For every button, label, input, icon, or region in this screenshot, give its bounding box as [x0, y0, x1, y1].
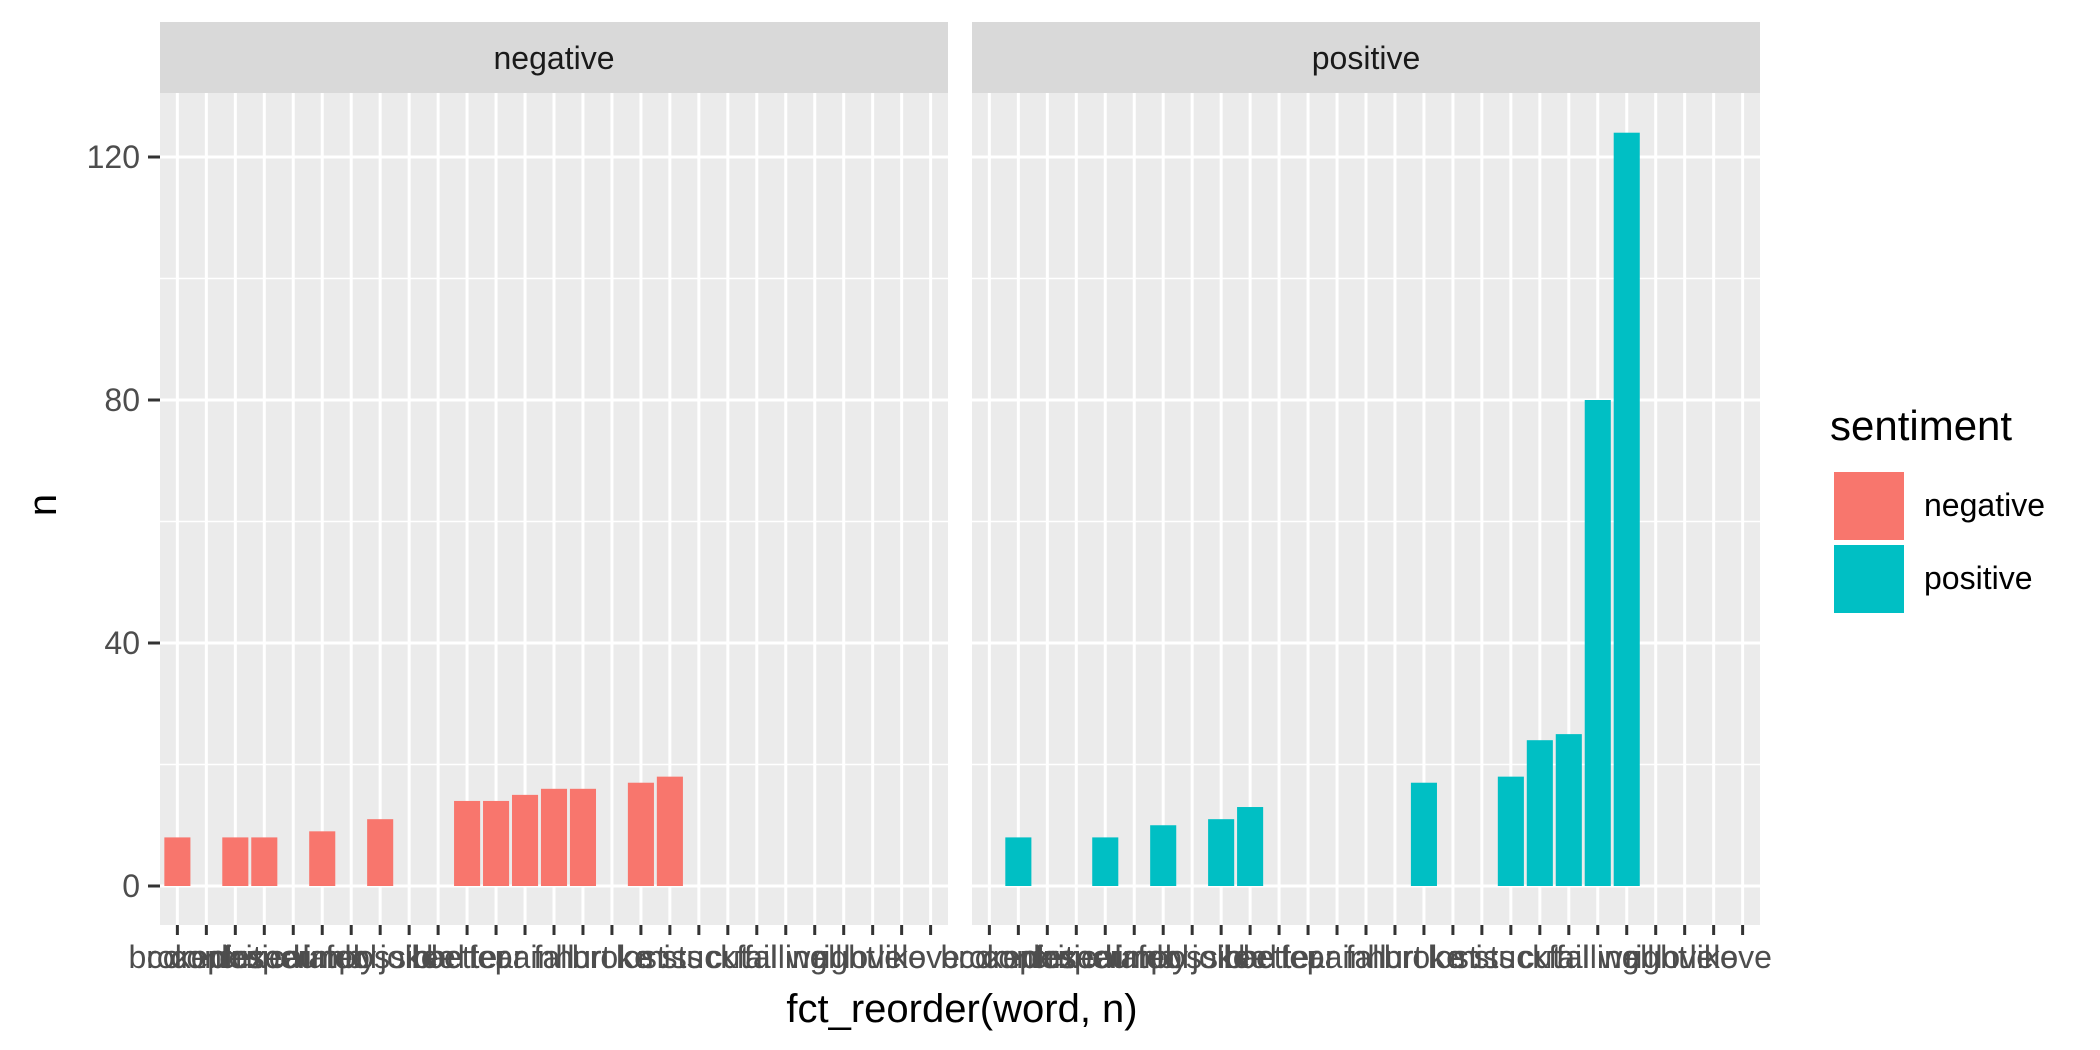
x-tick-label: broke [1384, 939, 1464, 975]
x-tick-label: pain [1307, 939, 1368, 975]
chart-panels: negative positive [160, 22, 1760, 925]
x-tick-label: love [1655, 939, 1714, 975]
x-tick-label: hurt [1367, 939, 1422, 975]
x-tick-label: desperately [1023, 939, 1188, 975]
bar-positive-falling [1584, 400, 1611, 886]
x-tick-label: love [1713, 939, 1772, 975]
x-tick-label: well [786, 939, 842, 975]
bar-negative-critical [251, 837, 278, 886]
x-tick-label: complex [959, 939, 1078, 975]
x-tick-label: dumb [282, 939, 362, 975]
x-tick-label: cut [706, 939, 749, 975]
x-tick-label: better [426, 939, 508, 975]
x-tick-label: lost [1428, 939, 1478, 975]
bar-positive-fail [1555, 734, 1582, 886]
x-tick-label: broke [572, 939, 652, 975]
x-tick-label: broken [128, 939, 226, 975]
bar-positive-joke [1208, 819, 1235, 886]
x-tick-label: dumb [1094, 939, 1174, 975]
x-tick-label: falling [744, 939, 828, 975]
x-tick-label: right [1625, 939, 1687, 975]
x-tick-label: stuck [1474, 939, 1550, 975]
legend-label-negative: negative [1924, 487, 2045, 523]
x-tick-label: confused [170, 939, 300, 975]
x-tick-label: miss [637, 939, 703, 975]
x-tick-label: fear [468, 939, 523, 975]
x-tick-label: complex [147, 939, 266, 975]
bar-positive-bad [1237, 807, 1264, 886]
facet-strip-label-negative: negative [494, 40, 615, 76]
bar-negative-impossible [367, 819, 394, 886]
bar-negative-pain [511, 794, 539, 886]
x-tick-label: right [813, 939, 875, 975]
bar-positive-desperately [1092, 837, 1119, 886]
x-tick-label: joke [1191, 939, 1251, 975]
bar-positive-stuck [1497, 776, 1524, 886]
x-tick-label: impossible [305, 939, 456, 975]
x-tick-label: fall [1346, 939, 1387, 975]
x-tick-label: miss [1449, 939, 1515, 975]
x-tick-label: impossible [1117, 939, 1268, 975]
x-tick-label: lost [616, 939, 666, 975]
bar-negative-hurt [569, 788, 597, 886]
facet-strip-negative [160, 22, 948, 93]
bar-negative-dumb [309, 831, 336, 886]
x-tick-label: cut [1518, 939, 1561, 975]
legend-key-positive [1834, 545, 1904, 613]
x-tick-label: critical [219, 939, 310, 975]
y-tick-label: 120 [87, 139, 140, 175]
facet-strip-label-positive: positive [1312, 40, 1421, 76]
x-tick-label: bad [1223, 939, 1276, 975]
bar-negative-fall [540, 788, 568, 886]
x-tick-label: critical [1031, 939, 1122, 975]
x-tick-label: falling [1556, 939, 1640, 975]
x-tick-label: stuck [662, 939, 738, 975]
bar-negative-lost [627, 782, 654, 886]
bar-positive-well [1613, 132, 1640, 886]
x-tick-label: fear [1280, 939, 1335, 975]
legend-title: sentiment [1830, 402, 2012, 449]
legend: sentiment negative positive [1830, 402, 2045, 613]
x-tick-label: like [1690, 939, 1738, 975]
x-tick-label: fail [736, 939, 777, 975]
x-tick-label: love [901, 939, 960, 975]
x-tick-label: pain [495, 939, 556, 975]
x-tick-label: love [843, 939, 902, 975]
legend-label-positive: positive [1924, 560, 2033, 596]
bar-negative-confused [222, 837, 249, 886]
x-tick-label: confused [982, 939, 1112, 975]
x-tick-label: broken [940, 939, 1038, 975]
y-axis-title: n [21, 494, 65, 516]
facet-strip-positive [972, 22, 1760, 93]
bar-positive-fool [1150, 825, 1177, 886]
x-tick-label: bad [411, 939, 464, 975]
x-tick-label: hurt [555, 939, 610, 975]
x-tick-label: joke [379, 939, 439, 975]
x-tick-label: desperately [211, 939, 376, 975]
y-axis: 0 40 80 120 [87, 139, 160, 904]
bar-positive-cut [1526, 740, 1553, 886]
x-axis-title: fct_reorder(word, n) [786, 987, 1137, 1031]
legend-key-negative [1834, 472, 1904, 540]
x-tick-label: better [1238, 939, 1320, 975]
x-tick-label: fool [325, 939, 377, 975]
x-axis: brokencomplexconfusedcriticaldesperately… [128, 925, 1772, 975]
bar-negative-broken [164, 837, 191, 886]
y-tick-label: 40 [104, 625, 140, 661]
x-tick-label: fall [534, 939, 575, 975]
x-tick-label: well [1598, 939, 1654, 975]
y-tick-label: 0 [122, 868, 140, 904]
bar-negative-miss [656, 776, 683, 886]
bar-positive-broke [1410, 782, 1437, 886]
x-tick-label: fail [1548, 939, 1589, 975]
bar-positive-complex [1005, 837, 1032, 886]
bar-negative-fear [483, 800, 510, 886]
y-tick-label: 80 [104, 382, 140, 418]
x-tick-label: fool [1137, 939, 1189, 975]
bar-negative-better [454, 800, 481, 886]
x-tick-label: like [878, 939, 926, 975]
